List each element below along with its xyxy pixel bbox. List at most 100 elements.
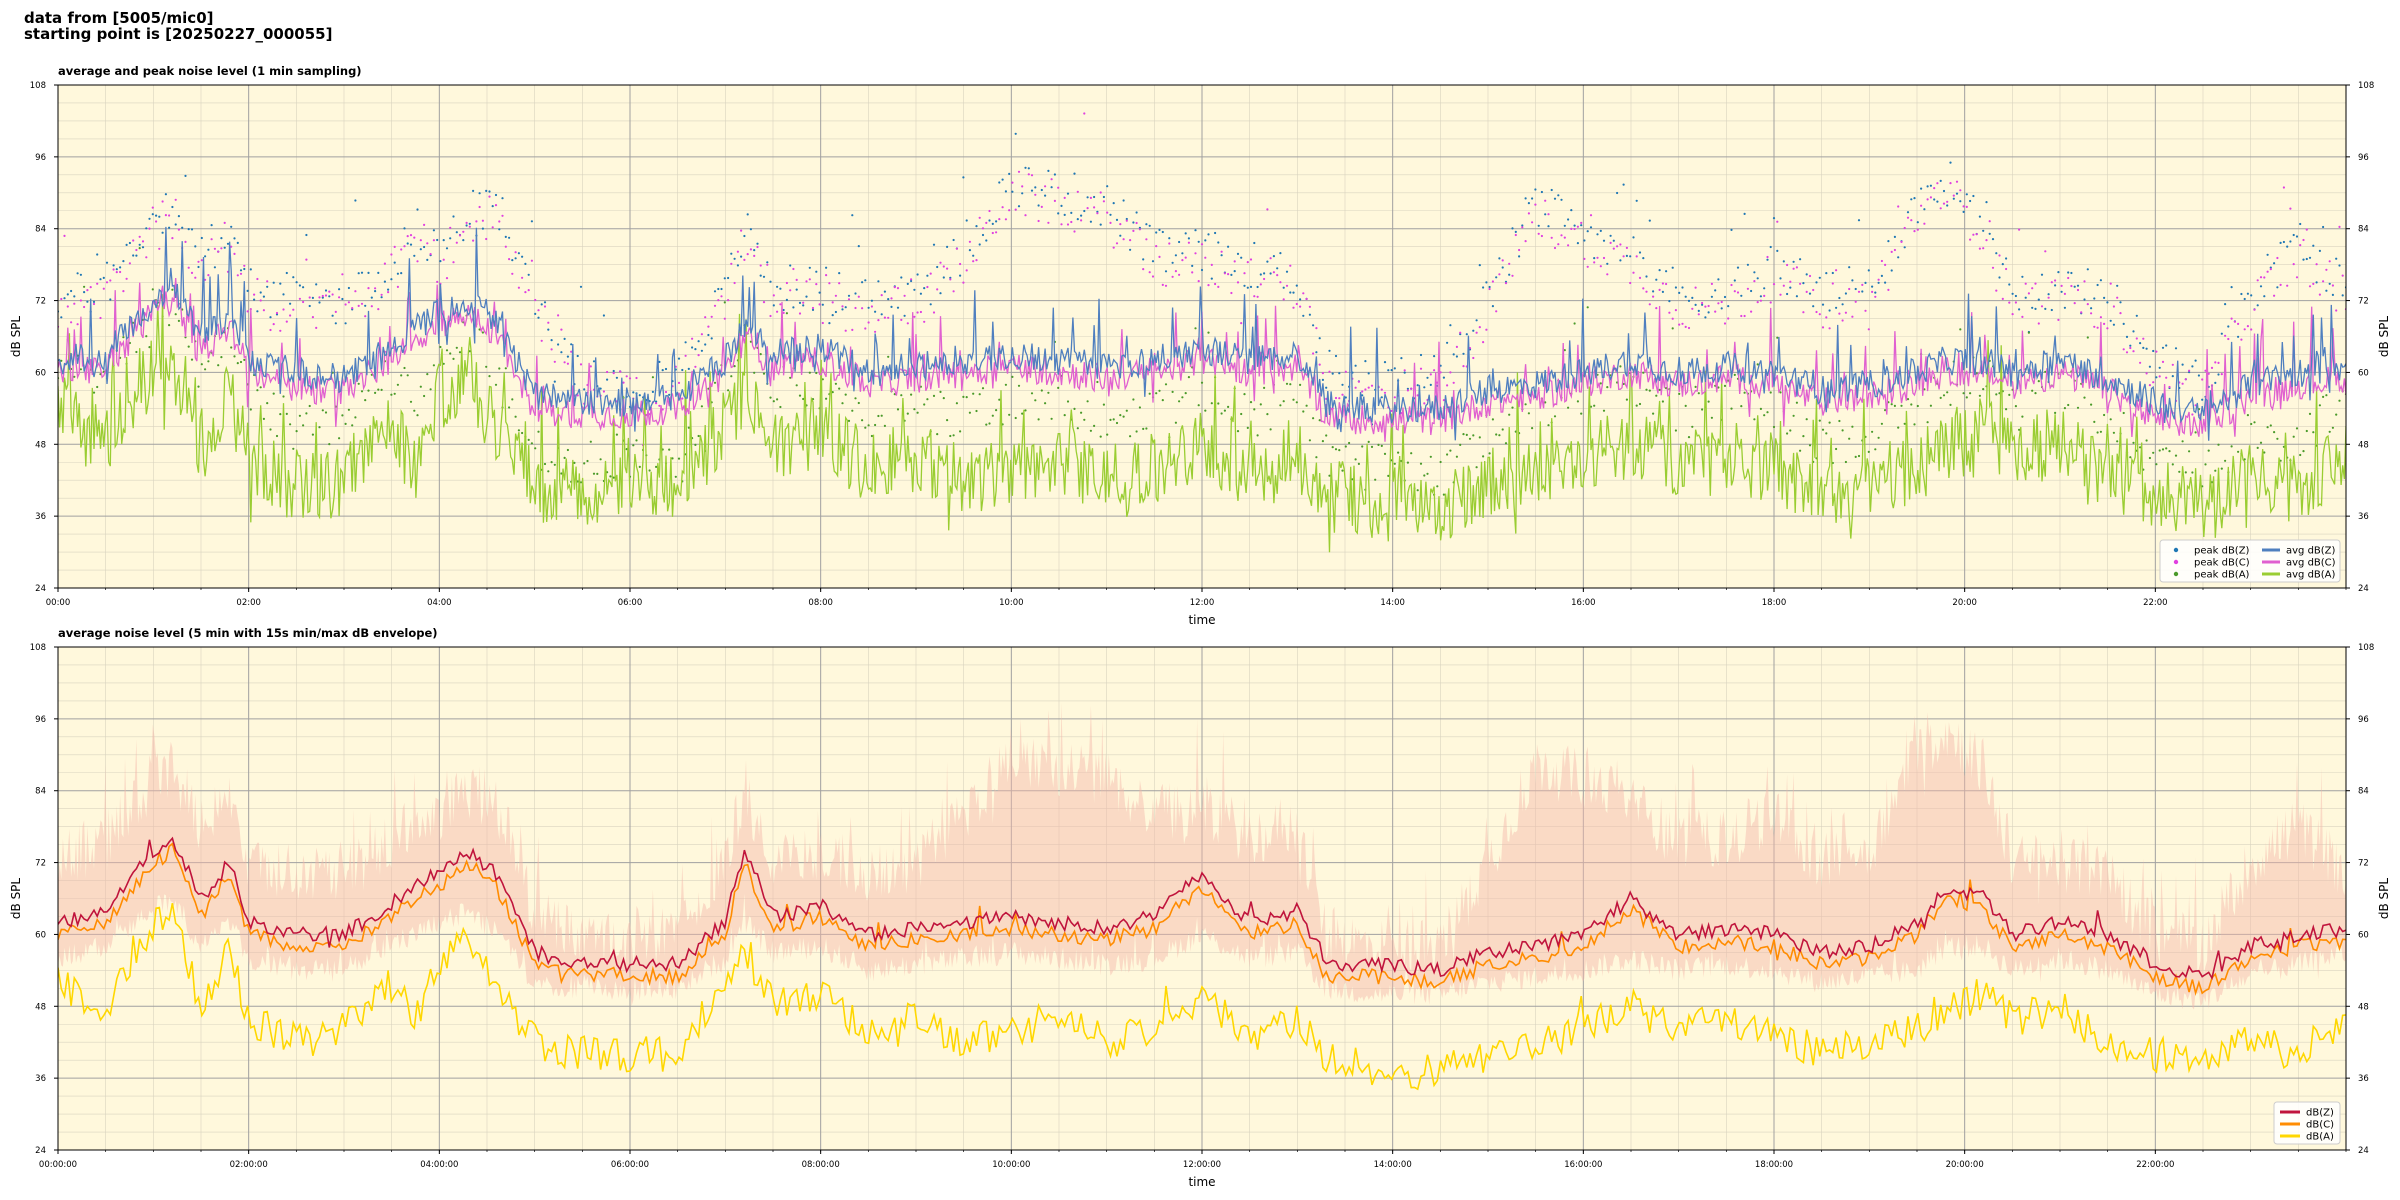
data-point — [1557, 243, 1560, 246]
data-point — [151, 213, 154, 216]
data-point — [324, 294, 328, 297]
data-point — [1334, 396, 1338, 400]
data-point — [1511, 406, 1514, 409]
data-point — [789, 264, 792, 267]
data-point — [1119, 414, 1122, 417]
data-point — [2116, 284, 2119, 287]
data-point — [390, 278, 393, 281]
data-source-label: data from [5005/mic0] — [24, 9, 214, 27]
data-point — [367, 389, 370, 392]
data-point — [1547, 213, 1550, 216]
data-point — [285, 320, 288, 323]
data-point — [1393, 367, 1396, 370]
data-point — [772, 400, 775, 403]
data-point — [439, 345, 442, 349]
data-point — [2243, 458, 2246, 461]
data-point — [2011, 292, 2014, 295]
data-point — [1678, 392, 1681, 395]
data-point — [1874, 295, 1877, 298]
data-point — [324, 411, 328, 414]
data-point — [1567, 406, 1570, 409]
data-point — [972, 392, 975, 395]
data-point — [2116, 296, 2119, 299]
data-point — [1040, 188, 1043, 192]
data-point — [465, 224, 468, 227]
data-point — [1772, 217, 1776, 220]
data-point — [1321, 378, 1324, 381]
data-point — [2031, 306, 2034, 309]
y-tick-label-right: 108 — [2358, 81, 2374, 91]
data-point — [1053, 199, 1056, 202]
data-point — [1112, 246, 1115, 249]
data-point — [1129, 239, 1132, 242]
data-point — [1246, 426, 1249, 429]
data-point — [236, 241, 239, 244]
data-point — [592, 472, 596, 475]
data-point — [1756, 277, 1759, 280]
data-point — [913, 288, 916, 291]
data-point — [1897, 426, 1900, 429]
data-point — [1622, 183, 1625, 186]
data-point — [1030, 392, 1034, 395]
data-point — [818, 303, 821, 306]
data-point — [135, 254, 138, 257]
data-point — [1995, 393, 1998, 396]
data-point — [1344, 445, 1347, 448]
data-point — [1024, 166, 1027, 169]
data-point — [1017, 170, 1021, 173]
data-point — [364, 304, 367, 307]
data-point — [655, 465, 658, 468]
data-point — [1906, 216, 1910, 219]
data-point — [1393, 462, 1396, 465]
data-point — [190, 228, 194, 231]
data-point — [579, 285, 583, 288]
data-point — [995, 409, 998, 412]
data-point — [2253, 308, 2256, 311]
data-point — [272, 281, 275, 284]
data-point — [2005, 257, 2008, 260]
data-point — [2067, 403, 2070, 407]
data-point — [1269, 257, 1272, 260]
data-point — [857, 245, 860, 248]
data-point — [132, 239, 135, 242]
data-point — [2076, 288, 2080, 292]
data-point — [1952, 194, 1955, 197]
data-point — [2083, 396, 2086, 399]
data-point — [1142, 268, 1145, 271]
data-point — [762, 372, 766, 375]
data-point — [589, 365, 592, 368]
data-point — [2067, 271, 2070, 274]
data-point — [635, 376, 638, 380]
data-point — [1586, 230, 1589, 233]
data-point — [1419, 353, 1423, 357]
data-point — [870, 305, 874, 308]
data-point — [2305, 257, 2308, 261]
data-point — [1076, 218, 1079, 221]
data-point — [811, 306, 815, 310]
data-point — [1877, 278, 1880, 281]
data-point — [1063, 213, 1066, 216]
data-point — [939, 261, 942, 264]
data-point — [161, 200, 164, 203]
data-point — [965, 219, 968, 222]
data-point — [481, 219, 484, 222]
data-point — [537, 430, 540, 433]
data-point — [1184, 232, 1187, 235]
data-point — [592, 360, 596, 363]
data-point — [360, 271, 364, 274]
data-point — [197, 385, 200, 388]
data-point — [1560, 234, 1563, 237]
data-point — [243, 267, 246, 271]
data-point — [547, 321, 550, 324]
data-point — [1289, 383, 1292, 386]
y-tick-label-right: 24 — [2358, 584, 2369, 594]
data-point — [1338, 397, 1341, 400]
series-line-db-z- — [58, 836, 2346, 981]
data-point — [1573, 227, 1576, 231]
y-tick-label: 84 — [35, 225, 46, 235]
data-point — [1057, 386, 1060, 389]
data-point — [1942, 394, 1946, 397]
data-point — [1348, 441, 1351, 445]
data-point — [200, 259, 203, 262]
data-point — [1093, 424, 1096, 427]
